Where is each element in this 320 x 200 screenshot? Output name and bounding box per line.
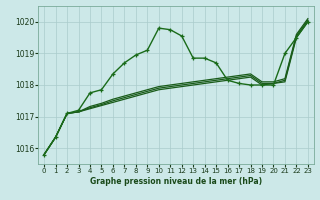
X-axis label: Graphe pression niveau de la mer (hPa): Graphe pression niveau de la mer (hPa) xyxy=(90,177,262,186)
